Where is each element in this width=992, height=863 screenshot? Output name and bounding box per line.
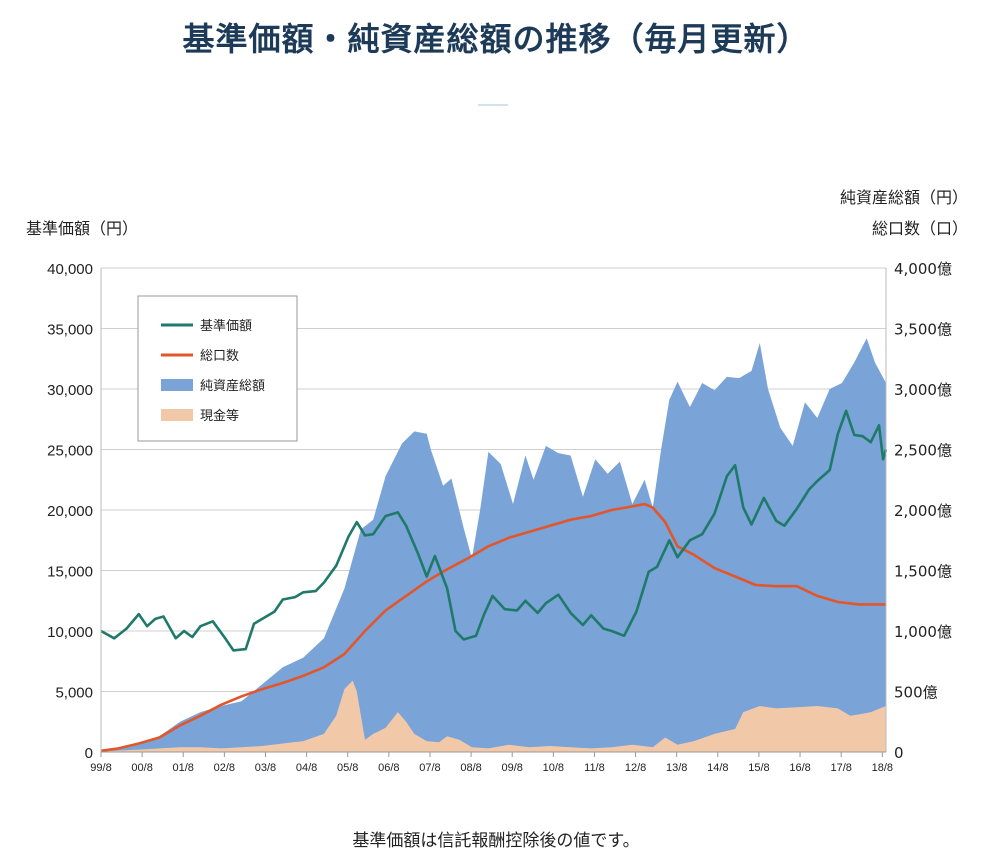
area-現金等 [101, 680, 886, 752]
legend-label: 純資産総額 [200, 378, 265, 394]
left-axis-title: 基準価額（円） [26, 219, 139, 238]
left-tick-label: 20,000 [47, 503, 93, 520]
right-tick-label: 2,500億 [894, 442, 952, 460]
right-axis-title-units: 総口数（口） [871, 219, 968, 238]
left-tick-label: 40,000 [47, 261, 93, 278]
x-tick-label: 04/8 [296, 762, 317, 774]
line-総口数 [100, 502, 886, 753]
x-tick-label: 08/8 [460, 762, 481, 774]
right-tick-label: 1,500億 [894, 563, 952, 581]
x-tick-label: 06/8 [378, 762, 399, 774]
left-tick-label: 35,000 [47, 322, 93, 339]
x-tick-label: 07/8 [419, 762, 440, 774]
legend-swatch [161, 409, 193, 421]
right-tick-label: 2,000億 [894, 502, 952, 520]
x-tick-label: 13/8 [666, 762, 687, 774]
right-tick-label: 500億 [894, 684, 938, 702]
x-tick-label: 18/8 [872, 762, 893, 774]
right-tick-label: 1,000億 [894, 623, 952, 641]
right-tick-label: 3,000億 [894, 381, 952, 399]
right-tick-label: 4,000億 [894, 260, 952, 278]
x-tick-label: 02/8 [214, 762, 235, 774]
x-tick-label: 16/8 [789, 762, 810, 774]
right-tick-label: 0 [894, 744, 904, 762]
left-tick-label: 30,000 [47, 382, 93, 399]
right-tick-label: 3,500億 [894, 321, 952, 339]
x-tick-label: 15/8 [748, 762, 769, 774]
x-tick-label: 09/8 [501, 762, 522, 774]
legend-label: 基準価額 [200, 318, 252, 334]
x-tick-label: 10/8 [543, 762, 564, 774]
x-tick-label: 12/8 [625, 762, 646, 774]
page-title: 基準価額・純資産総額の推移（毎月更新） [182, 20, 810, 58]
left-tick-label: 5,000 [55, 685, 93, 702]
x-tick-label: 01/8 [173, 762, 194, 774]
line-基準価額 [100, 409, 888, 652]
x-tick-label: 14/8 [707, 762, 728, 774]
legend-label: 現金等 [200, 408, 239, 424]
x-tick-label: 99/8 [90, 762, 111, 774]
x-tick-label: 03/8 [255, 762, 276, 774]
left-tick-label: 10,000 [47, 624, 93, 641]
x-tick-label: 11/8 [584, 762, 605, 774]
axes: 0 5,000 10,000 15,000 20,000 25,000 30,000 35,0… [47, 260, 952, 774]
left-tick-label: 15,000 [47, 564, 93, 581]
x-tick-label: 00/8 [131, 762, 152, 774]
left-tick-label: 0 [85, 745, 93, 762]
legend-swatch [161, 379, 193, 391]
left-tick-label: 25,000 [47, 443, 93, 460]
legend-label: 総口数 [200, 349, 239, 364]
line-series [100, 409, 888, 753]
x-tick-label: 17/8 [830, 762, 851, 774]
right-axis-title-net-assets: 純資産総額（円） [839, 188, 968, 207]
footnote: 基準価額は信託報酬控除後の値です。 [352, 831, 640, 851]
x-tick-label: 05/8 [337, 762, 358, 774]
title-divider [478, 104, 508, 106]
